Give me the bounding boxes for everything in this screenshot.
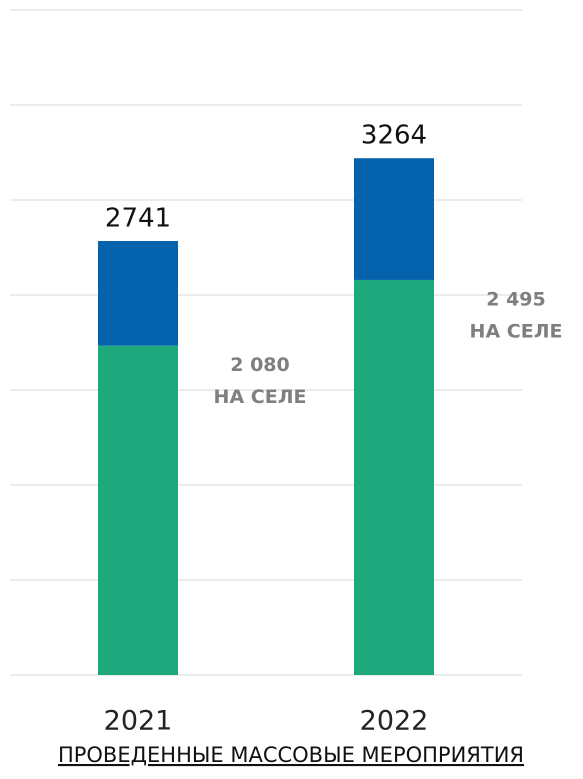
bar-segment bbox=[354, 279, 434, 675]
bar-segment bbox=[354, 158, 434, 280]
bar-segment bbox=[98, 345, 178, 675]
annotation: НА СЕЛЕ bbox=[214, 386, 307, 408]
chart-title: ПРОВЕДЕННЫЕ МАССОВЫЕ МЕРОПРИЯТИЯ bbox=[58, 743, 524, 767]
data-label: 2 080 bbox=[230, 354, 290, 376]
total-label: 2741 bbox=[105, 204, 171, 234]
x-tick-label: 2021 bbox=[104, 706, 173, 737]
data-label: 2 495 bbox=[486, 288, 546, 310]
annotation: НА СЕЛЕ bbox=[470, 320, 563, 342]
bar-segment bbox=[98, 241, 178, 346]
x-tick-label: 2022 bbox=[360, 706, 429, 737]
total-label: 3264 bbox=[361, 121, 427, 151]
